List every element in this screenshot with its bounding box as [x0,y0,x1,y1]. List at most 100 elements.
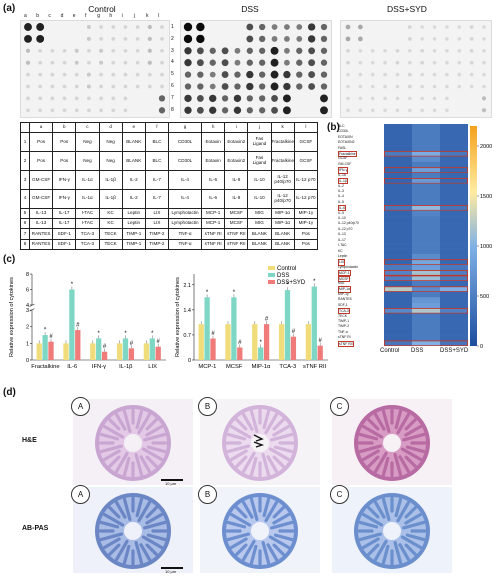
key-table-cell: BLANK [121,132,146,153]
array-dot [24,23,32,31]
heatmap-cell [384,216,413,222]
array-dot [320,106,328,115]
array-dot [259,71,266,78]
key-table-cell: sTNF RI [201,238,226,251]
key-table-cell: 4 [20,188,30,209]
heatmap-cell [412,291,441,298]
legend-label: DSS+SYD [277,280,306,286]
array-dot [469,60,474,65]
array-dot [233,94,242,103]
array-dot [111,25,116,29]
array-dot [283,82,291,91]
array-dot [135,37,140,41]
array-dot [74,96,79,101]
heatmap-cell [440,188,468,195]
heatmap-cell [384,270,413,276]
array-dot [99,96,103,101]
array-dot [158,95,166,102]
heatmap-cell [440,264,468,271]
heatmap-cell [412,335,441,341]
heatmap-cell [440,253,468,260]
key-table-cell: Fas Ligand [247,151,272,171]
key-table-cell: IL-10 [247,188,272,209]
array-dot [445,72,449,77]
significance-mark: # [292,329,296,335]
x-tick-label: Fractalkine [31,364,59,370]
key-table-cell: GM-CSF [28,188,54,209]
array-dot [99,72,103,77]
significance-mark: # [238,340,242,346]
key-table-cell: 7 [20,228,30,240]
array-dot [50,96,55,101]
histology-image [200,487,320,573]
array-dot [383,96,387,101]
heatmap-cell [384,297,413,303]
heatmap-row-label: IL-1α [338,172,346,177]
heatmap-cell [440,210,468,217]
array-dot [469,84,474,89]
panel-label-a: (a) [3,3,16,14]
heatmap-row-label: IL-12 p70 [338,226,353,231]
heatmap-cell [412,129,441,136]
bar [75,330,81,360]
heatmap-row-label: CD30L [338,129,349,134]
key-table-cell: MIP-1γ [293,207,319,220]
array-dot [26,108,30,113]
array-dot [135,60,140,65]
heatmap-row-label: MIP-1α [338,286,352,293]
bar [90,343,96,360]
key-table-cell: IL-1β [98,188,123,209]
array-dot [345,24,351,30]
heatmap-highlight-box [384,275,468,282]
heatmap-cell [384,243,413,249]
key-table-cell: Pos [52,151,77,171]
array-dot [432,96,437,101]
bar [149,338,155,360]
heatmap-cell [412,188,441,195]
array-dot [259,35,266,43]
array-dot [445,25,449,29]
bar [116,343,123,360]
array-dot [184,59,192,67]
array-dot [123,60,128,65]
array-dot [408,108,412,113]
key-table-cell: Eotaxin2 [224,151,249,171]
heatmap-cell [440,302,468,309]
key-table-cell: d [98,121,123,134]
heatmap-row-label: MIP-1γ [338,291,349,296]
key-table-cell: g [168,121,203,134]
array-row-number: 5 [171,71,174,78]
array-dot [420,37,424,41]
array-row-number: 8 [171,106,174,113]
heatmap-row-label: EOTAXIN [338,134,353,139]
heatmap-column-label: DSS+SYD [440,348,469,354]
heatmap-cell [440,161,468,168]
heatmap-cell [384,124,413,130]
array-dot [111,84,116,89]
array-dot [183,34,193,44]
heatmap-cell [440,178,468,184]
key-table-cell: MIG [247,207,272,220]
array-dot [123,84,128,89]
array-dot [86,25,91,29]
colorbar-tick-label: 0 [480,344,483,350]
colorbar-tick-label: 500 [480,294,489,300]
array-dot [38,60,43,65]
significance-mark: * [71,282,74,288]
array-dot [246,107,253,114]
array-dot [482,72,486,77]
key-table-cell: IL-1β [98,170,123,190]
array-dot [383,60,387,65]
array-dot [234,59,241,66]
heatmap-row-label: Fractalkine [338,151,357,158]
array-title-dss: DSS [241,4,259,14]
array-dot [320,47,328,54]
array-dot [259,47,266,54]
significance-mark: * [313,279,316,285]
array-dot [62,84,67,89]
heatmap-cell [384,194,413,201]
heatmap-cell [412,216,441,222]
array-col-letter: f [85,13,87,19]
heatmap-row-label: LIX [338,259,346,266]
array-dot [357,24,363,30]
